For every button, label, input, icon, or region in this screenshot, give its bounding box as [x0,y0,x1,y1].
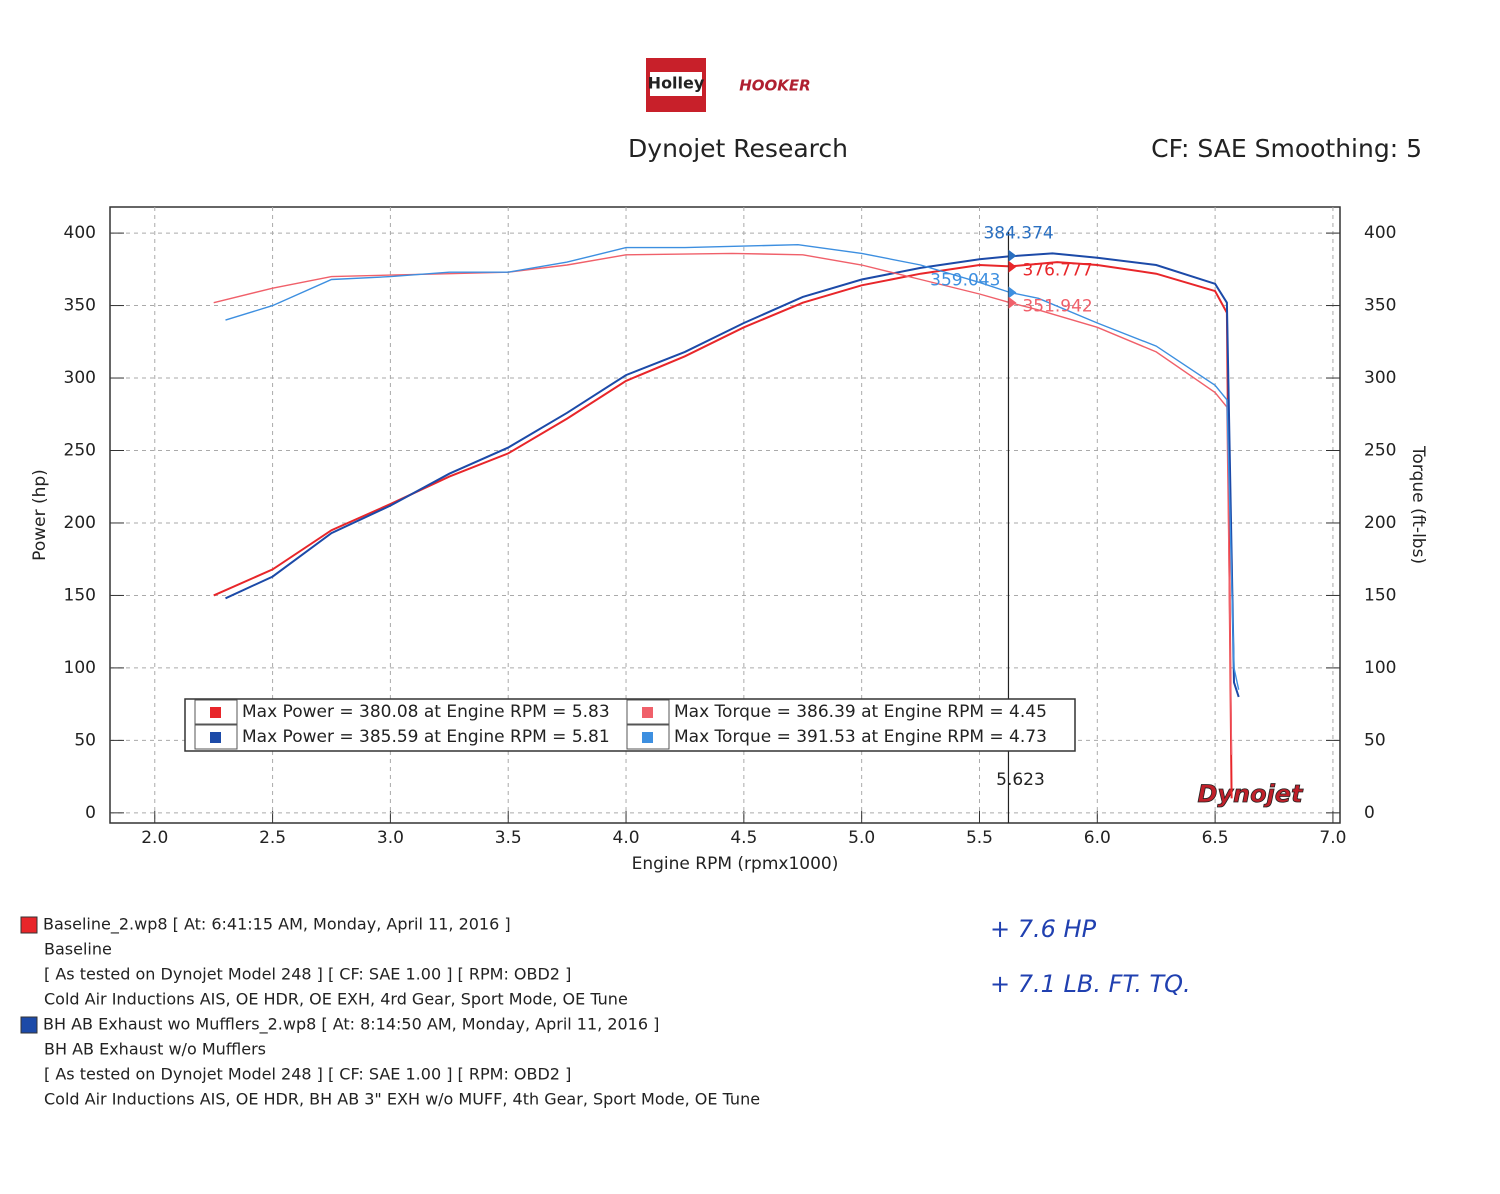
y-tick-label: 0 [85,803,96,823]
run-line: BH AB Exhaust wo Mufflers_2.wp8 [ At: 8:… [43,1015,659,1035]
legend-swatch-fill [642,707,653,718]
legend-swatch-fill [642,732,653,743]
x-tick-label: 5.0 [848,828,875,848]
x-tick-label: 2.0 [141,828,168,848]
y-tick-label: 350 [64,296,96,316]
logo-inner [650,72,702,96]
readout-marker [1008,296,1017,309]
run-line: Cold Air Inductions AIS, OE HDR, BH AB 3… [44,1090,760,1109]
watermark: Dynojet [1197,780,1304,808]
run-line: [ As tested on Dynojet Model 248 ] [ CF:… [44,965,571,984]
x-tick-label: 6.0 [1084,828,1111,848]
run-line: Baseline [44,940,112,959]
legend-label: Max Power = 385.59 at Engine RPM = 5.81 [242,727,610,747]
x-tick-label: 2.5 [259,828,286,848]
run-swatch [20,1016,38,1034]
legend-label: Max Torque = 386.39 at Engine RPM = 4.45 [674,702,1047,722]
y2-tick-label: 50 [1364,730,1386,750]
x-tick-label: 4.5 [730,828,757,848]
y2-tick-label: 300 [1364,368,1396,388]
series-line [225,243,1240,690]
x-tick-label: 3.0 [377,828,404,848]
readout-marker [1008,286,1017,299]
footer: Baseline_2.wp8 [ At: 6:41:15 AM, Monday,… [20,915,760,1109]
run-line: BH AB Exhaust w/o Mufflers [44,1040,266,1059]
y2-tick-label: 400 [1364,223,1396,243]
x-tick-label: 7.0 [1319,828,1346,848]
legend-label: Max Power = 380.08 at Engine RPM = 5.83 [242,702,610,722]
legend-label: Max Torque = 391.53 at Engine RPM = 4.73 [674,727,1047,747]
y-tick-label: 250 [64,441,96,461]
y2-tick-label: 0 [1364,803,1375,823]
y2-tick-label: 350 [1364,296,1396,316]
x-axis-label: Engine RPM (rpmx1000) [632,854,839,874]
logo-right: HOOKER [739,77,810,95]
readout-marker [1008,249,1017,262]
y2-tick-label: 250 [1364,441,1396,461]
y2-axis-label: Torque (ft-lbs) [1408,445,1428,564]
readout-marker [1008,260,1017,273]
note: + 7.6 HP [990,915,1097,943]
y-tick-label: 100 [64,658,96,678]
y2-tick-label: 100 [1364,658,1396,678]
x-tick-label: 4.0 [613,828,640,848]
readout-label: 359.043 [930,270,1000,290]
note: + 7.1 LB. FT. TQ. [990,970,1191,998]
y-tick-label: 150 [64,585,96,605]
y2-tick-label: 200 [1364,513,1396,533]
y-tick-label: 400 [64,223,96,243]
y-tick-label: 200 [64,513,96,533]
y-tick-label: 300 [64,368,96,388]
run-swatch [20,916,38,934]
run-line: Cold Air Inductions AIS, OE HDR, OE EXH,… [44,990,628,1009]
logo-left: Holley [648,74,705,93]
y-tick-label: 50 [74,730,96,750]
x-tick-label: 6.5 [1202,828,1229,848]
legend-swatch-fill [210,732,221,743]
header-settings: CF: SAE Smoothing: 5 [1151,134,1422,163]
readout-label: 384.374 [983,224,1053,244]
readout-label: 376.777 [1022,261,1092,281]
series-line [213,252,1233,755]
x-tick-label: 3.5 [495,828,522,848]
x-tick-label: 5.5 [966,828,993,848]
readout-label: 351.942 [1022,297,1092,317]
cursor-label: 5.623 [996,770,1045,790]
run-line: [ As tested on Dynojet Model 248 ] [ CF:… [44,1065,571,1084]
y-axis-label: Power (hp) [30,469,50,561]
legend-swatch-fill [210,707,221,718]
series-line [225,252,1240,698]
run-line: Baseline_2.wp8 [ At: 6:41:15 AM, Monday,… [43,915,511,935]
y2-tick-label: 150 [1364,585,1396,605]
header-title: Dynojet Research [628,134,848,163]
plot-frame [109,206,1341,824]
